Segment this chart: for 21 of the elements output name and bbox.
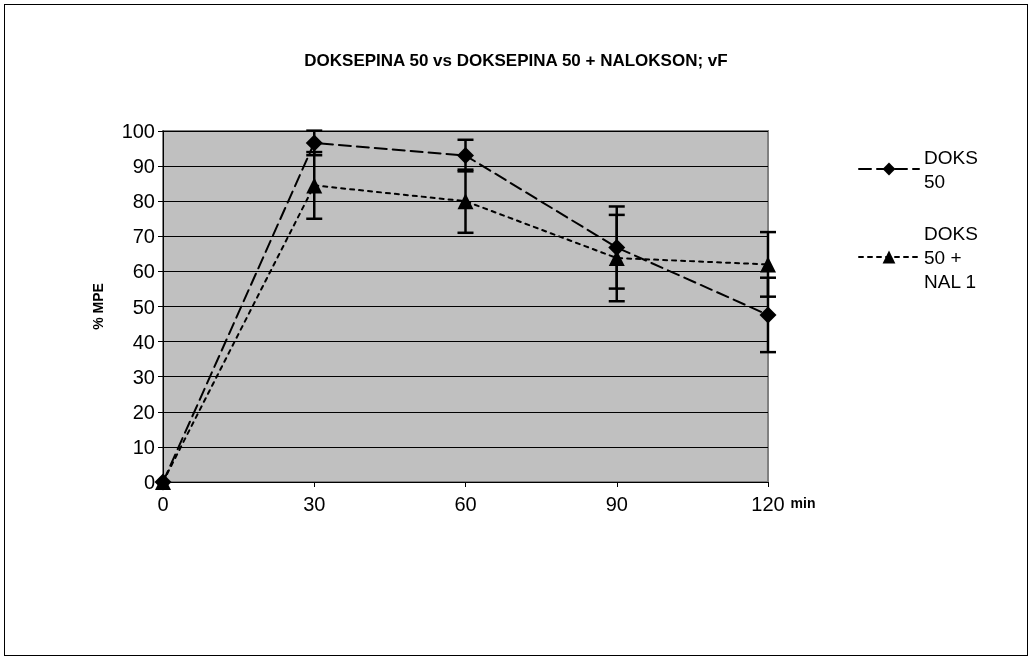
y-tick-label: 30 xyxy=(132,365,155,388)
y-tick-label: 20 xyxy=(132,400,155,423)
x-axis-title: min xyxy=(790,495,816,511)
x-tick-label: 90 xyxy=(605,493,628,515)
y-axis-title: % MPE xyxy=(90,283,106,330)
y-tick-label: 50 xyxy=(132,295,155,318)
legend-label: DOKS 50 xyxy=(924,146,984,192)
x-tick-label: 120 xyxy=(751,493,785,515)
legend-label: DOKS 50 + NAL 1 xyxy=(924,222,984,292)
y-tick-label: 60 xyxy=(132,260,155,283)
y-tick-label: 10 xyxy=(132,435,155,458)
y-tick-label: 80 xyxy=(132,190,155,213)
x-tick-label: 60 xyxy=(454,493,477,515)
chart-title: DOKSEPINA 50 vs DOKSEPINA 50 + NALOKSON; vF xyxy=(304,51,728,70)
y-tick-label: 40 xyxy=(132,330,155,353)
x-tick-label: 0 xyxy=(157,493,169,515)
y-tick-label: 90 xyxy=(132,155,155,178)
x-tick-label: 30 xyxy=(303,493,326,515)
y-tick-label: 0 xyxy=(143,471,155,493)
y-tick-label: 100 xyxy=(121,120,155,142)
y-tick-label: 70 xyxy=(132,225,155,248)
